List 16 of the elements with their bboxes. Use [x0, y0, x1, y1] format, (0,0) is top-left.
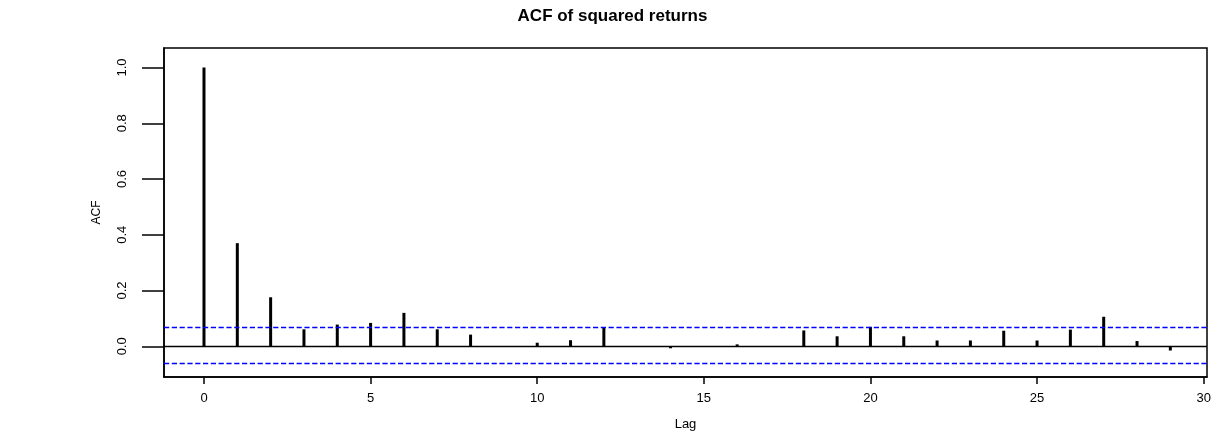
y-tick-label: 0.0 [114, 337, 129, 356]
x-tick-label: 25 [1029, 390, 1045, 405]
x-tick-label: 15 [696, 390, 712, 405]
chart-title: ACF of squared returns [517, 6, 708, 25]
x-tick-label: 30 [1196, 390, 1211, 405]
x-tick-label: 10 [529, 390, 545, 405]
x-tick-label: 0 [200, 390, 208, 405]
y-tick-label: 0.8 [114, 114, 129, 133]
x-tick-label: 20 [863, 390, 878, 405]
y-axis-title: ACF [89, 200, 103, 225]
y-tick-label: 1.0 [114, 58, 129, 77]
y-tick-label: 0.6 [114, 170, 129, 189]
x-tick-label: 5 [366, 390, 375, 405]
y-tick-label: 0.2 [114, 281, 129, 300]
y-tick-label: 0.4 [114, 225, 129, 244]
x-axis-title: Lag [674, 416, 697, 431]
